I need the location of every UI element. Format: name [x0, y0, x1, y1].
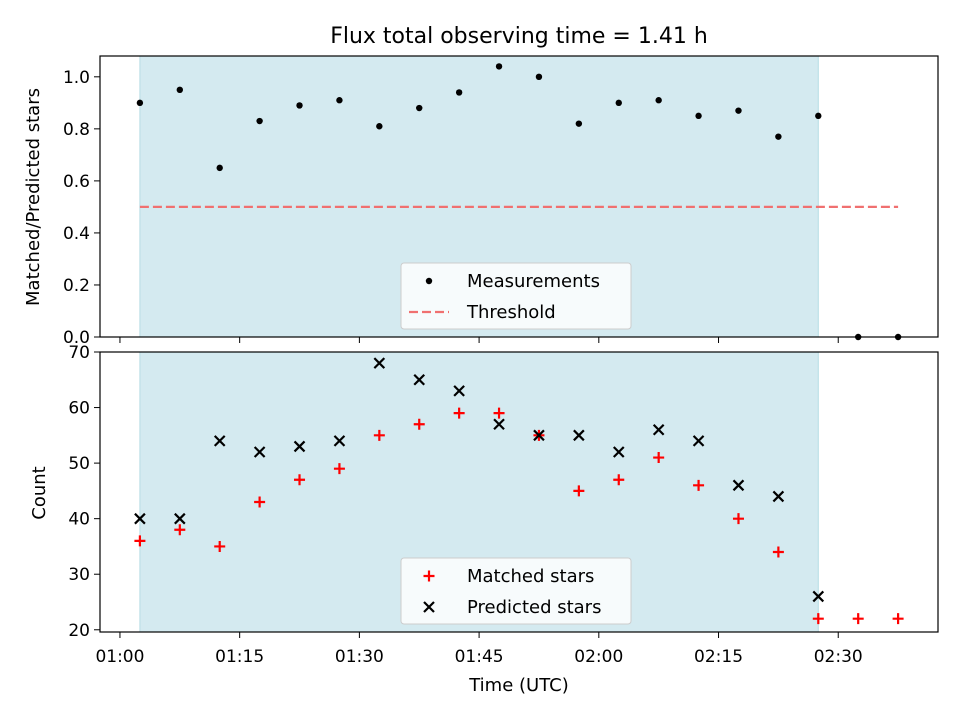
measurement-point [336, 97, 343, 104]
predicted-stars-point [134, 512, 146, 525]
top-y-tick-label: 0.2 [63, 276, 90, 296]
x-tick-label: 02:30 [814, 647, 863, 667]
predicted-stars-point [573, 429, 585, 442]
measurement-point [695, 112, 702, 120]
measurement-point [256, 117, 263, 125]
measurement-point [575, 120, 583, 127]
legend-label: Measurements [467, 271, 600, 292]
matched-stars-point [254, 496, 266, 508]
x-tick-label: 01:30 [335, 647, 384, 667]
legend-label: Matched stars [467, 566, 594, 587]
matched-stars-point [134, 535, 146, 547]
matched-stars-point [294, 474, 306, 486]
measurement-point [136, 99, 144, 107]
predicted-stars-point [293, 440, 306, 453]
measurement-point [775, 133, 782, 140]
predicted-stars-point [333, 435, 346, 447]
matched-stars-point [333, 463, 345, 475]
legend-marker-predicted [423, 601, 435, 613]
matched-stars-point [174, 524, 186, 536]
matched-stars-point [892, 613, 904, 625]
top-y-tick-label: 0.4 [63, 224, 90, 244]
legend-label: Predicted stars [467, 597, 601, 618]
measurement-point [416, 104, 423, 112]
predicted-stars-point [812, 590, 825, 603]
matched-stars-point [732, 513, 744, 525]
predicted-stars-point [772, 490, 785, 503]
measurement-point [535, 73, 543, 81]
measurement-point [815, 112, 822, 120]
matched-stars-point [613, 474, 625, 486]
x-tick-label: 01:45 [455, 647, 504, 667]
predicted-stars-point [453, 385, 465, 397]
matched-stars-point [493, 407, 505, 419]
bottom-legend: Matched stars Predicted stars [400, 557, 632, 625]
matched-stars-point [693, 479, 705, 491]
matched-stars-point [772, 546, 784, 558]
bottom-y-tick-label: 40 [68, 510, 90, 530]
measurement-point [495, 63, 503, 70]
bottom-y-axis-label: Count [29, 466, 50, 519]
x-axis-label: Time (UTC) [468, 675, 569, 696]
predicted-stars-point [692, 435, 705, 447]
measurement-point [296, 102, 303, 109]
top-legend: Measurements Threshold [400, 262, 632, 330]
matched-stars-point [852, 613, 864, 625]
bottom-y-tick-label: 70 [68, 343, 90, 363]
predicted-stars-point [652, 424, 665, 436]
legend-marker-measurements [425, 277, 433, 285]
predicted-stars-point [493, 418, 505, 430]
ratio-panel: 0.0 0.2 0.4 0.6 0.8 1.0 Measurements Threshold [63, 55, 939, 348]
measurement-point [735, 107, 742, 114]
predicted-stars-point [373, 357, 386, 369]
top-y-tick-label: 0.8 [63, 120, 90, 140]
measurement-point [376, 123, 383, 130]
matched-stars-point [573, 485, 585, 497]
bottom-y-tick-label: 50 [68, 454, 90, 474]
measurement-point [655, 97, 662, 104]
matched-stars-point [453, 407, 465, 419]
predicted-stars-point [732, 479, 745, 492]
matched-stars-point [413, 418, 425, 430]
measurement-point [176, 86, 184, 94]
count-panel: 20 30 40 50 60 70 01:00 01:15 01:30 01:45 02:00 02:… [68, 343, 939, 667]
bottom-y-tick-label: 60 [68, 399, 90, 419]
legend-label: Threshold [466, 302, 556, 323]
x-tick-label: 02:15 [694, 647, 743, 667]
chart-title: Flux total observing time = 1.41 h [330, 24, 708, 49]
measurement-point [615, 99, 622, 107]
bottom-axes-frame [99, 351, 939, 633]
top-y-tick-label: 0.0 [63, 328, 90, 348]
predicted-stars-point [174, 512, 186, 525]
predicted-stars-point [253, 446, 266, 458]
matched-stars-point [653, 452, 665, 464]
bottom-y-tick-label: 30 [68, 565, 90, 585]
top-y-tick-label: 1.0 [63, 68, 90, 88]
matched-stars-point [373, 429, 385, 441]
predicted-stars-point [533, 429, 545, 442]
top-y-tick-label: 0.6 [63, 172, 90, 192]
x-tick-label: 01:15 [215, 647, 264, 667]
bottom-y-tick-label: 20 [68, 621, 90, 641]
top-axes-frame [99, 55, 939, 338]
legend-box [400, 557, 632, 625]
measurement-point [455, 89, 463, 96]
matched-stars-point [812, 613, 824, 625]
predicted-stars-point [213, 435, 226, 447]
x-tick-label: 02:00 [574, 647, 623, 667]
x-tick-label: 01:00 [95, 647, 144, 667]
legend-marker-matched [423, 570, 435, 582]
measurement-point [216, 164, 223, 172]
legend-box [400, 262, 632, 330]
matched-stars-point [214, 540, 226, 552]
top-y-axis-label: Matched/Predicted stars [23, 88, 44, 306]
predicted-stars-point [612, 446, 625, 458]
predicted-stars-point [413, 374, 426, 386]
